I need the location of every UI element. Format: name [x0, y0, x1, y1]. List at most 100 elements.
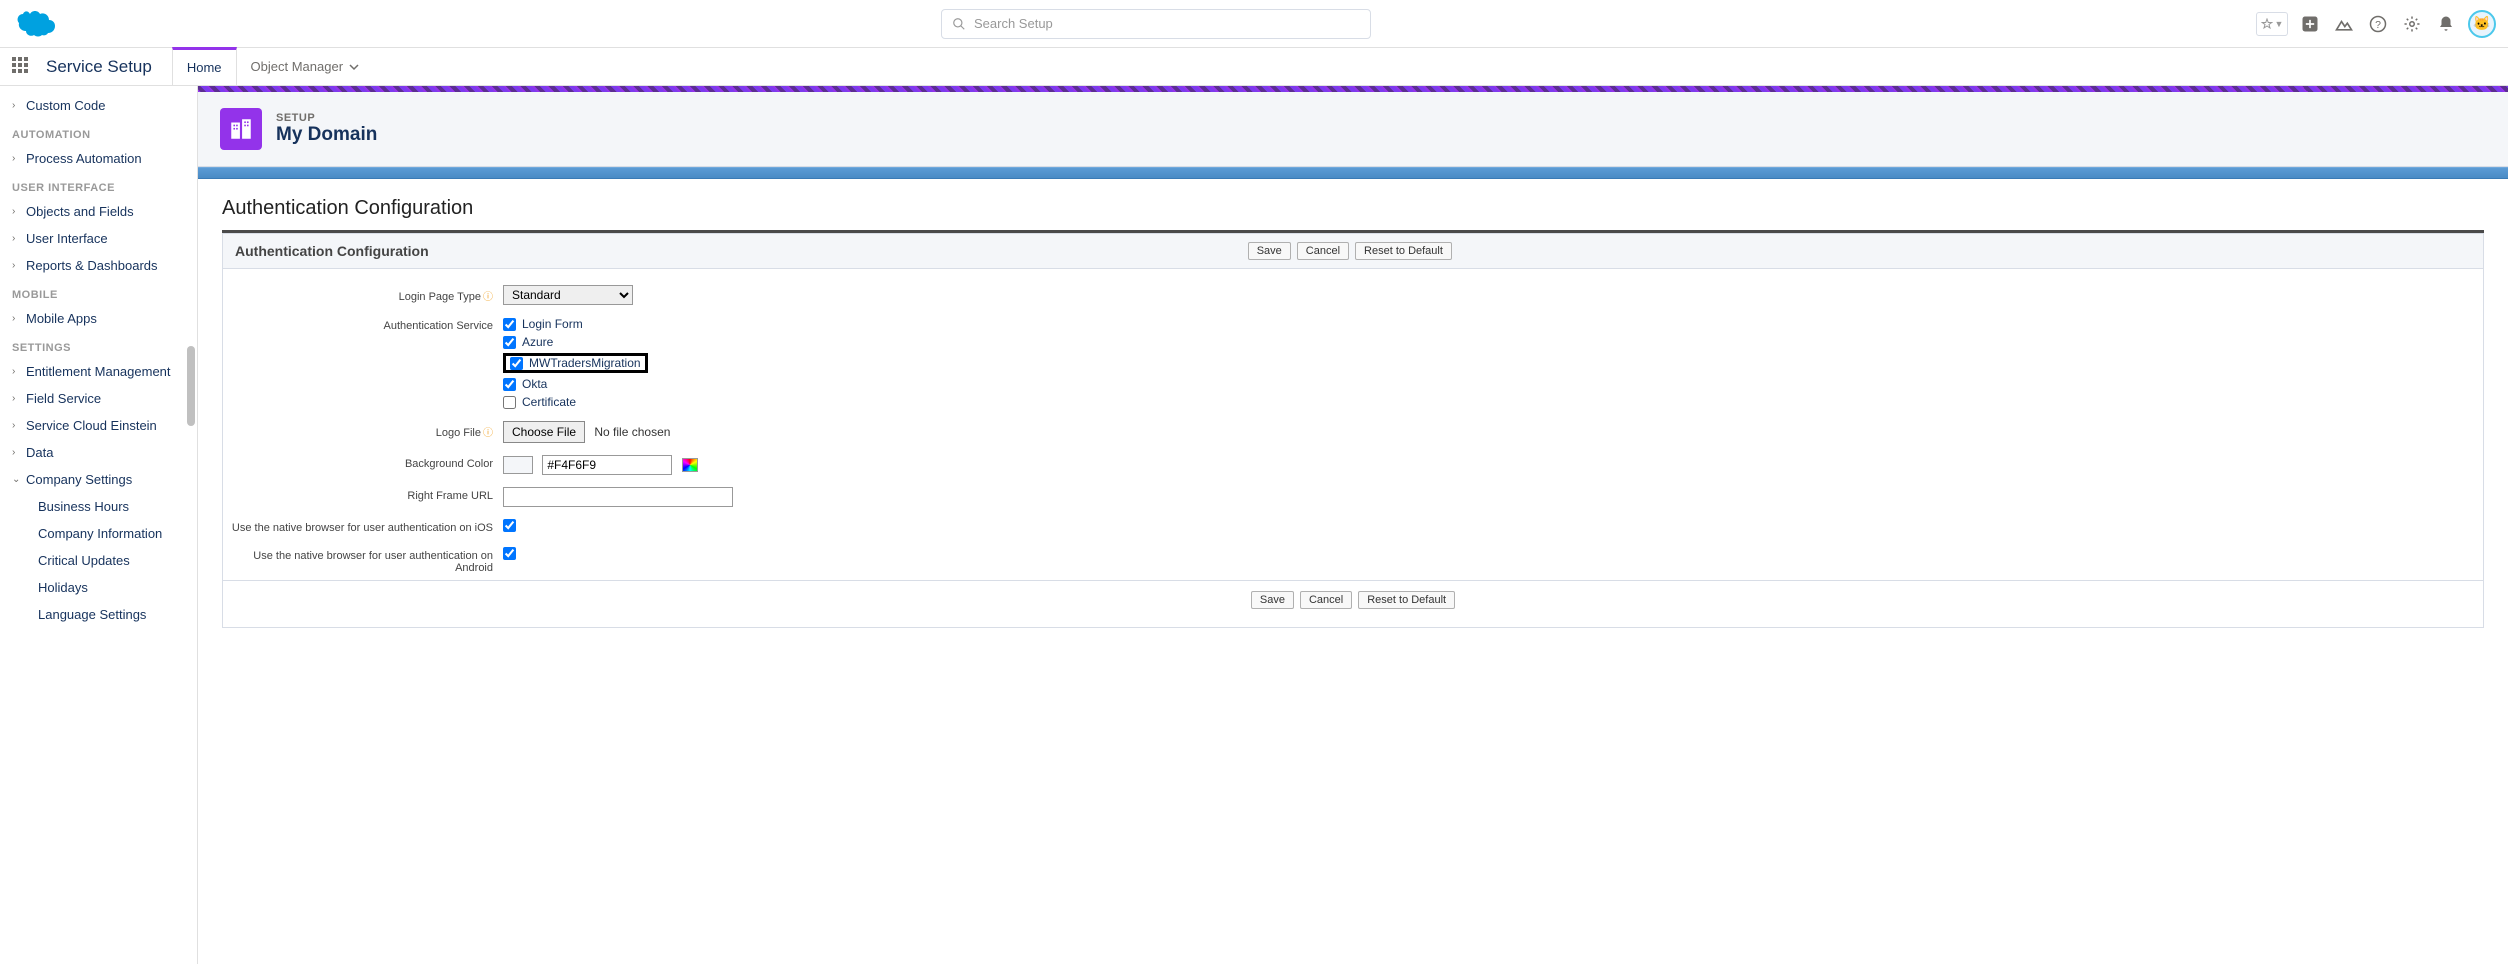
global-search-input[interactable]: Search Setup — [941, 9, 1371, 39]
auth-checkbox[interactable] — [503, 396, 516, 409]
auth-option-row: Login Form — [503, 317, 2483, 331]
choose-file-button[interactable]: Choose File — [503, 421, 585, 443]
sidebar-item[interactable]: ›Mobile Apps — [0, 305, 197, 332]
color-swatch[interactable] — [503, 456, 533, 474]
sidebar-section-header: SETTINGS — [0, 332, 197, 358]
sidebar-item[interactable]: ›Objects and Fields — [0, 198, 197, 225]
salesforce-help-button[interactable] — [2332, 12, 2356, 36]
right-frame-url-input[interactable] — [503, 487, 733, 507]
sidebar-item[interactable]: Company Information — [0, 520, 197, 547]
plus-icon — [2300, 14, 2320, 34]
chevron-down-icon: ⌄ — [12, 474, 26, 485]
bg-color-input[interactable] — [542, 455, 672, 475]
chevron-right-icon: › — [12, 447, 26, 458]
sidebar-item[interactable]: ›Service Cloud Einstein — [0, 412, 197, 439]
header-actions: ▼ ? 🐱 — [2256, 10, 2496, 38]
chevron-down-icon — [349, 62, 359, 72]
sidebar-item[interactable]: ›Reports & Dashboards — [0, 252, 197, 279]
reset-button-bottom[interactable]: Reset to Default — [1358, 591, 1455, 609]
favorites-button[interactable]: ▼ — [2256, 12, 2288, 36]
sidebar-item-label: Data — [26, 445, 53, 460]
notifications-button[interactable] — [2434, 12, 2458, 36]
sidebar-section-header: USER INTERFACE — [0, 172, 197, 198]
sidebar-section-header: MOBILE — [0, 279, 197, 305]
select-login-page-type[interactable]: Standard — [503, 285, 633, 305]
page-header: SETUP My Domain — [198, 92, 2508, 167]
auth-checkbox[interactable] — [503, 318, 516, 331]
body-container: ›Custom CodeAUTOMATION›Process Automatio… — [0, 86, 2508, 964]
sidebar-item-label: Company Settings — [26, 472, 132, 487]
label-bg-color: Background Color — [223, 455, 503, 475]
sidebar-item[interactable]: ›Process Automation — [0, 145, 197, 172]
help-button[interactable]: ? — [2366, 12, 2390, 36]
content-area: Authentication Configuration Authenticat… — [198, 179, 2508, 646]
form-footer-buttons: Save Cancel Reset to Default — [223, 581, 2483, 617]
row-logo-file: Logo Fileⓘ Choose File No file chosen — [223, 415, 2483, 449]
checkbox-ios-auth[interactable] — [503, 519, 516, 532]
auth-option-label: Azure — [522, 335, 553, 349]
search-placeholder: Search Setup — [974, 16, 1053, 31]
sidebar-item[interactable]: Language Settings — [0, 601, 197, 628]
setup-gear-button[interactable] — [2400, 12, 2424, 36]
app-navbar: Service Setup Home Object Manager — [0, 48, 2508, 86]
main-content: SETUP My Domain Authentication Configura… — [198, 86, 2508, 964]
chevron-right-icon: › — [12, 233, 26, 244]
question-icon: ? — [2369, 15, 2387, 33]
auth-option-row: Certificate — [503, 395, 2483, 409]
row-android-auth: Use the native browser for user authenti… — [223, 541, 2483, 580]
label-login-page-type: Login Page Typeⓘ — [223, 285, 503, 305]
sidebar-item[interactable]: Critical Updates — [0, 547, 197, 574]
sidebar-item[interactable]: Business Hours — [0, 493, 197, 520]
cancel-button-bottom[interactable]: Cancel — [1300, 591, 1352, 609]
sidebar-item-label: Objects and Fields — [26, 204, 134, 219]
gear-icon — [2403, 15, 2421, 33]
page-header-text: SETUP My Domain — [276, 112, 377, 146]
auth-option-label: Login Form — [522, 317, 583, 331]
sidebar-item-label: Custom Code — [26, 98, 105, 113]
sidebar-item[interactable]: ›Field Service — [0, 385, 197, 412]
sidebar-item[interactable]: ›User Interface — [0, 225, 197, 252]
sidebar-item-label: Service Cloud Einstein — [26, 418, 157, 433]
save-button[interactable]: Save — [1248, 242, 1291, 260]
auth-config-form: Authentication Configuration Save Cancel… — [222, 233, 2484, 628]
auth-checkbox[interactable] — [503, 378, 516, 391]
section-title: Authentication Configuration — [222, 197, 2484, 220]
sidebar-item[interactable]: Holidays — [0, 574, 197, 601]
page-title: My Domain — [276, 124, 377, 146]
auth-checkbox[interactable] — [503, 336, 516, 349]
sidebar-item[interactable]: ⌄Company Settings — [0, 466, 197, 493]
auth-option-row: MWTradersMigration — [503, 353, 2483, 373]
search-icon — [952, 17, 966, 31]
auth-option-label: Certificate — [522, 395, 576, 409]
auth-option-row: Azure — [503, 335, 2483, 349]
row-right-frame-url: Right Frame URL — [223, 481, 2483, 513]
auth-checkbox[interactable] — [510, 357, 523, 370]
color-picker-icon[interactable] — [682, 458, 698, 472]
add-button[interactable] — [2298, 12, 2322, 36]
form-header-buttons: Save Cancel Reset to Default — [1248, 242, 1452, 260]
sidebar-item[interactable]: ›Data — [0, 439, 197, 466]
label-right-frame-url: Right Frame URL — [223, 487, 503, 507]
checkbox-android-auth[interactable] — [503, 547, 516, 560]
scrollbar-thumb[interactable] — [187, 346, 195, 426]
row-bg-color: Background Color — [223, 449, 2483, 481]
file-status-text: No file chosen — [594, 425, 670, 439]
sidebar-item[interactable]: ›Custom Code — [0, 92, 197, 119]
row-auth-service: Authentication Service Login Form Azure MW… — [223, 311, 2483, 415]
setup-sidebar: ›Custom CodeAUTOMATION›Process Automatio… — [0, 86, 198, 964]
save-button-bottom[interactable]: Save — [1251, 591, 1294, 609]
nav-tab-object-manager[interactable]: Object Manager — [237, 48, 374, 86]
sidebar-item[interactable]: ›Entitlement Management — [0, 358, 197, 385]
chevron-right-icon: › — [12, 313, 26, 324]
nav-tab-home[interactable]: Home — [172, 47, 237, 85]
app-launcher-icon[interactable] — [12, 57, 32, 77]
label-auth-service: Authentication Service — [223, 317, 503, 409]
chevron-right-icon: › — [12, 100, 26, 111]
user-avatar[interactable]: 🐱 — [2468, 10, 2496, 38]
cancel-button[interactable]: Cancel — [1297, 242, 1349, 260]
chevron-right-icon: › — [12, 153, 26, 164]
reset-button[interactable]: Reset to Default — [1355, 242, 1452, 260]
form-body: Login Page Typeⓘ Standard Authentication… — [223, 269, 2483, 627]
bell-icon — [2437, 15, 2455, 33]
auth-service-options: Login FormAzureMWTradersMigrationOktaCer… — [503, 317, 2483, 409]
